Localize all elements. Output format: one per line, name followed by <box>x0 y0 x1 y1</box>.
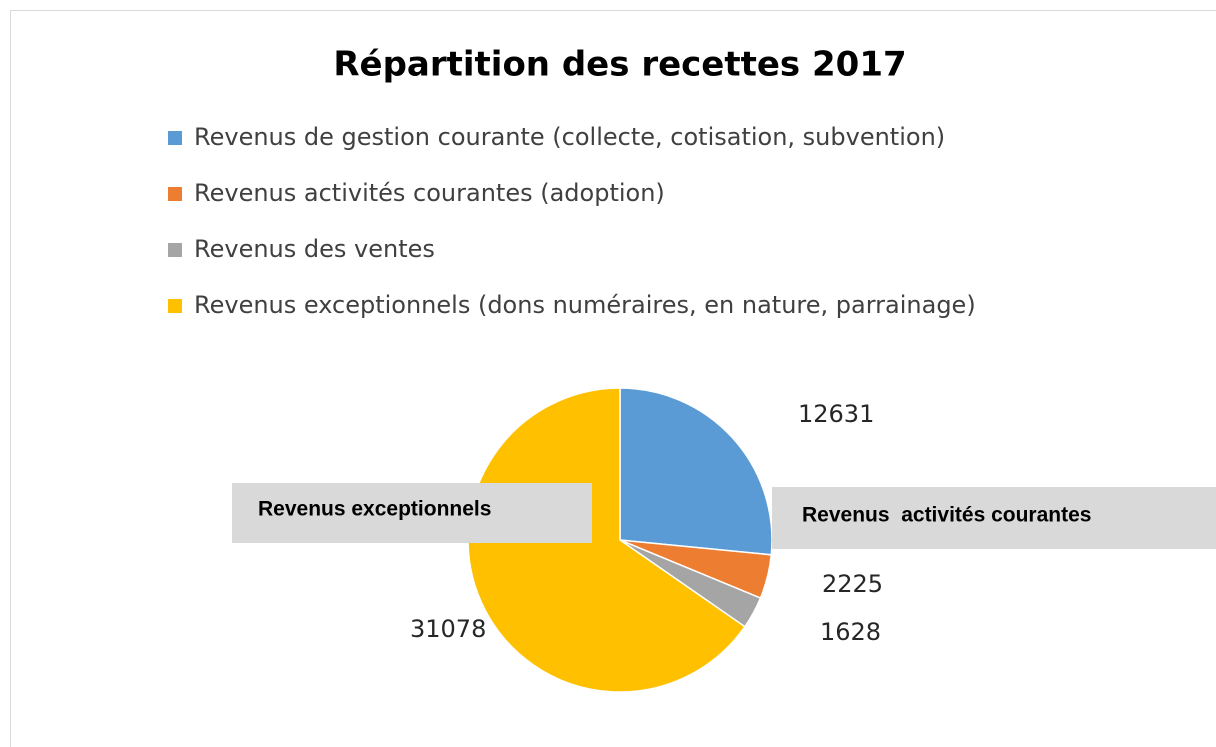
annotation: Revenus activités courantes <box>802 504 1091 527</box>
pie-slice <box>619 387 773 556</box>
legend-label: Revenus de gestion courante (collecte, c… <box>194 123 945 151</box>
legend-swatch <box>168 187 182 201</box>
legend-swatch <box>168 243 182 257</box>
pie: 12631 2225 1628 31078 <box>410 387 883 693</box>
data-label: 31078 <box>410 615 486 643</box>
data-label: 1628 <box>820 618 881 646</box>
legend: Revenus de gestion courante (collecte, c… <box>168 123 976 319</box>
data-label: 12631 <box>798 400 874 428</box>
annotation: Revenus exceptionnels <box>258 498 491 521</box>
data-label: 2225 <box>822 570 883 598</box>
legend-label: Revenus exceptionnels (dons numéraires, … <box>194 291 976 319</box>
chart-title: Répartition des recettes 2017 <box>333 45 906 85</box>
legend-swatch <box>168 131 182 145</box>
pie-slice <box>467 387 746 693</box>
legend-swatch <box>168 299 182 313</box>
annotation-box <box>772 487 1216 549</box>
legend-label: Revenus des ventes <box>194 235 435 263</box>
annotation-box <box>232 483 592 543</box>
legend-label: Revenus activités courantes (adoption) <box>194 179 665 207</box>
